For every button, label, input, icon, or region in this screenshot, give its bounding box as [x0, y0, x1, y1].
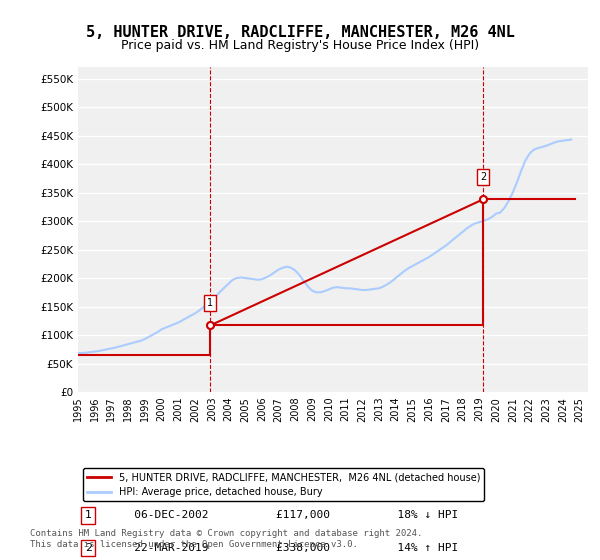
Text: 1: 1 [208, 298, 214, 308]
Text: 06-DEC-2002          £117,000          18% ↓ HPI: 06-DEC-2002 £117,000 18% ↓ HPI [114, 510, 458, 520]
Text: 5, HUNTER DRIVE, RADCLIFFE, MANCHESTER, M26 4NL: 5, HUNTER DRIVE, RADCLIFFE, MANCHESTER, … [86, 25, 514, 40]
Legend: 5, HUNTER DRIVE, RADCLIFFE, MANCHESTER,  M26 4NL (detached house), HPI: Average : 5, HUNTER DRIVE, RADCLIFFE, MANCHESTER, … [83, 468, 484, 501]
Text: 2: 2 [85, 543, 92, 553]
Text: 2: 2 [480, 172, 486, 183]
Text: 1: 1 [85, 510, 92, 520]
Text: 22-MAR-2019          £338,000          14% ↑ HPI: 22-MAR-2019 £338,000 14% ↑ HPI [114, 543, 458, 553]
Text: Price paid vs. HM Land Registry's House Price Index (HPI): Price paid vs. HM Land Registry's House … [121, 39, 479, 52]
Text: Contains HM Land Registry data © Crown copyright and database right 2024.
This d: Contains HM Land Registry data © Crown c… [30, 529, 422, 549]
